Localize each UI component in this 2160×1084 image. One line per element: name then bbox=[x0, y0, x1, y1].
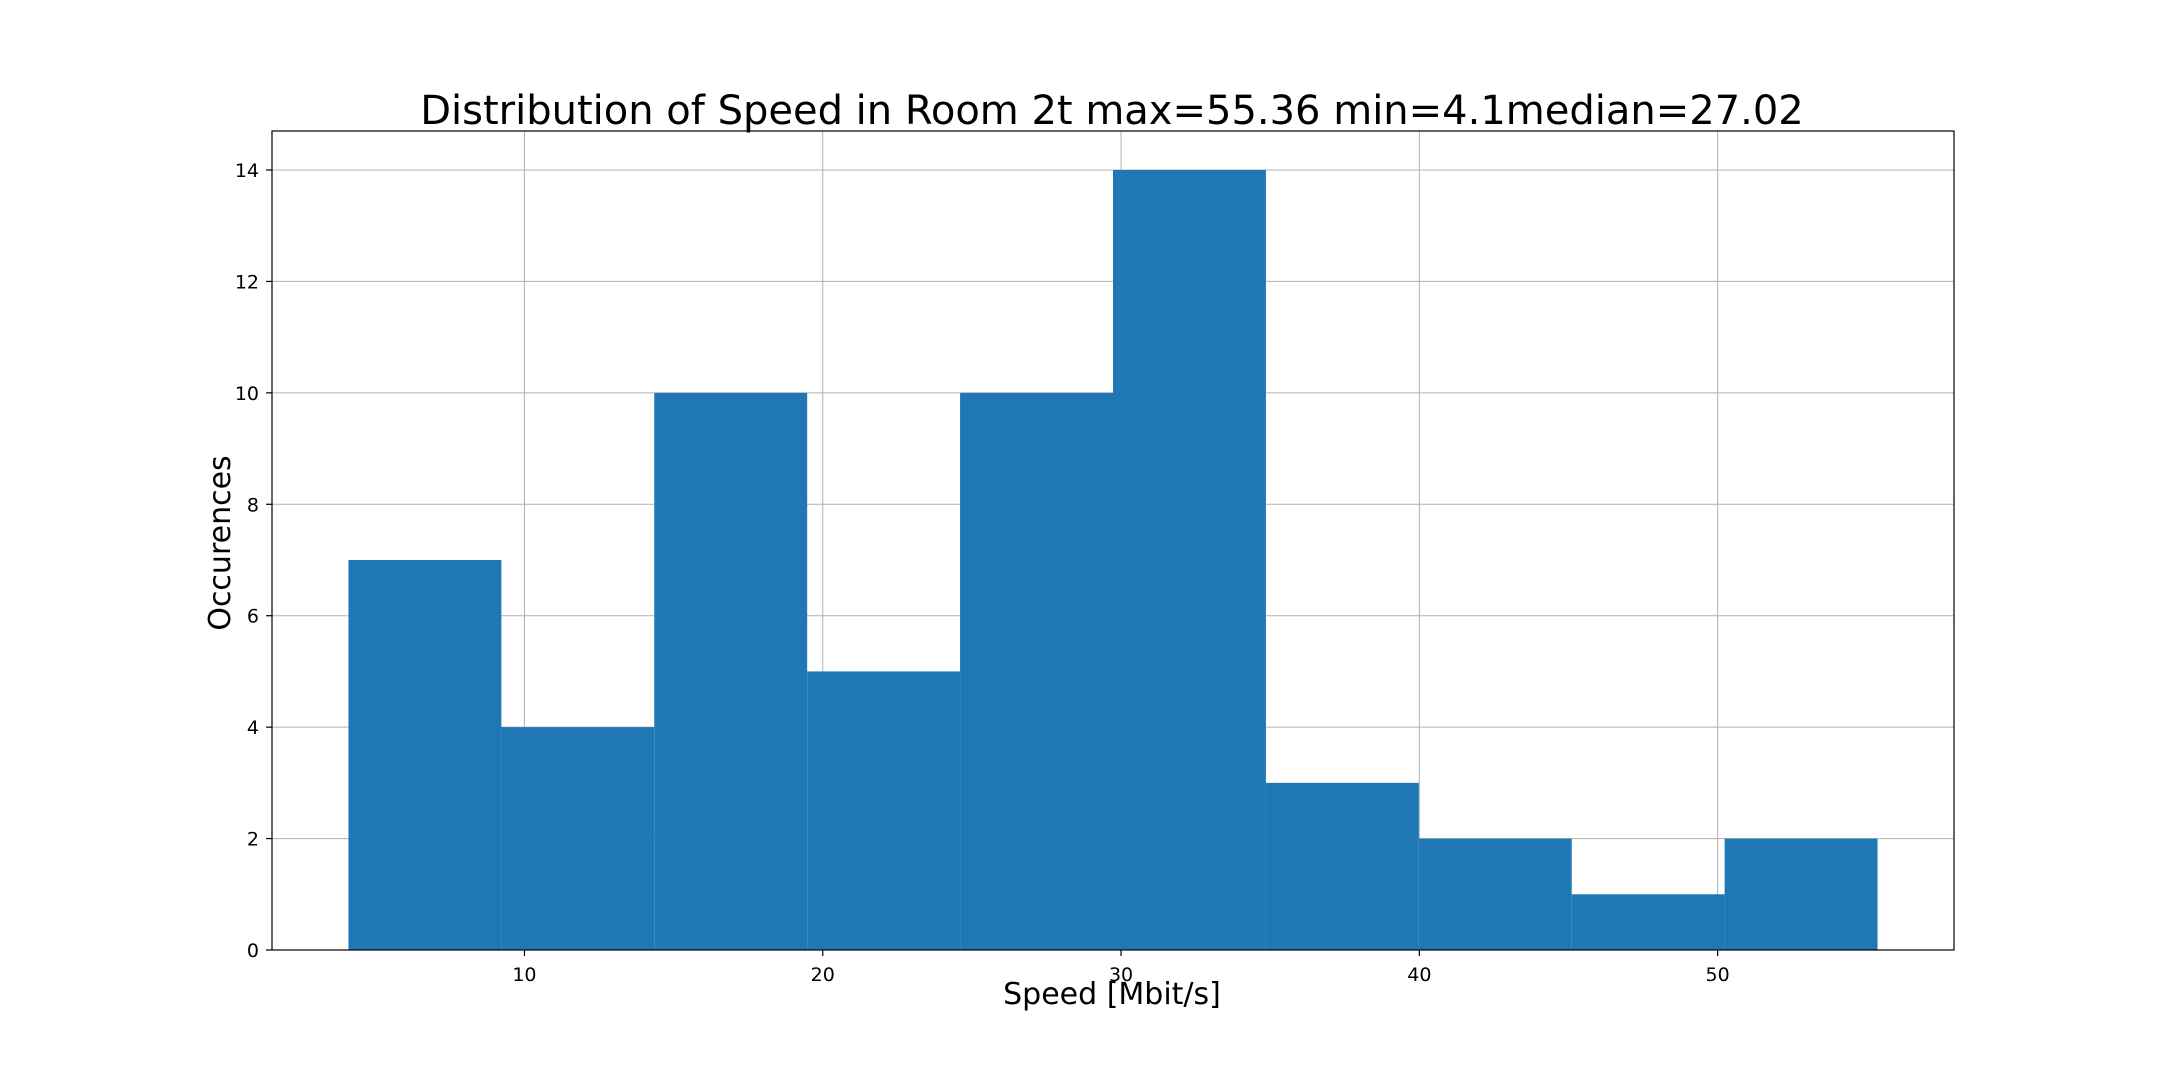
x-tick-label: 40 bbox=[1407, 964, 1431, 986]
histogram-bar bbox=[1724, 838, 1878, 950]
x-tick-label: 30 bbox=[1109, 964, 1133, 986]
axis-ticks: 10 20 30 40 50 0 2 4 6 8 10 12 14 bbox=[235, 160, 1730, 986]
histogram-bar bbox=[960, 392, 1113, 950]
y-tick-label: 8 bbox=[247, 494, 259, 516]
y-tick-label: 0 bbox=[247, 940, 259, 962]
histogram-bars bbox=[348, 170, 1878, 950]
histogram-bar bbox=[807, 671, 961, 950]
x-tick-label: 50 bbox=[1706, 964, 1730, 986]
x-axis-label: Speed [Mbit/s] bbox=[1003, 977, 1221, 1012]
x-tick-label: 10 bbox=[512, 964, 536, 986]
y-tick-label: 14 bbox=[235, 160, 259, 182]
chart-title: Distribution of Speed in Room 2t max=55.… bbox=[420, 88, 1804, 134]
histogram-bar bbox=[1571, 894, 1725, 950]
histogram-bar bbox=[1265, 782, 1419, 950]
y-tick-label: 4 bbox=[247, 717, 259, 739]
y-tick-label: 12 bbox=[235, 271, 259, 293]
histogram-bar bbox=[501, 727, 655, 950]
histogram-bar bbox=[348, 560, 502, 950]
histogram-bar bbox=[1418, 838, 1572, 950]
y-tick-label: 2 bbox=[247, 829, 259, 851]
y-tick-label: 10 bbox=[235, 383, 259, 405]
x-tick-label: 20 bbox=[811, 964, 835, 986]
histogram-bar bbox=[1113, 170, 1266, 950]
y-tick-label: 6 bbox=[247, 606, 259, 628]
y-axis-label: Occurences bbox=[203, 455, 238, 630]
histogram-bar bbox=[654, 392, 808, 950]
plot-area-frame bbox=[271, 130, 1955, 951]
